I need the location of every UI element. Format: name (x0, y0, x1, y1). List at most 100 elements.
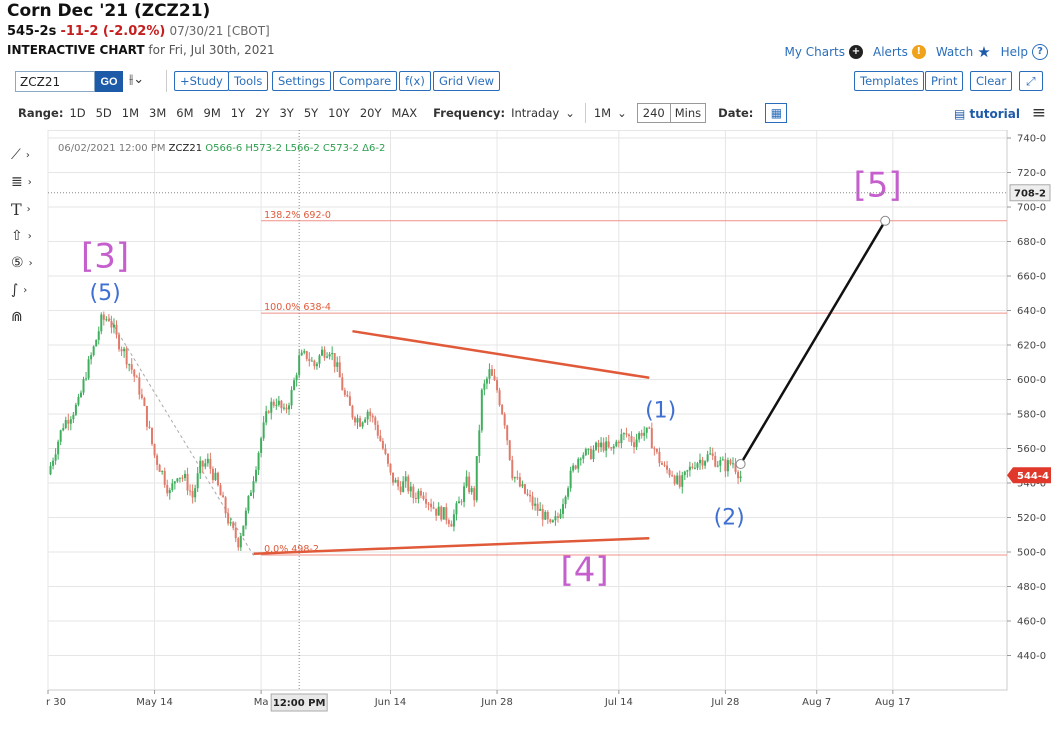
my-charts-link[interactable]: My Charts + (784, 45, 863, 59)
interval-select[interactable]: 1M ⌄ (594, 106, 627, 120)
tutorial-link[interactable]: ▤ tutorial (954, 107, 1020, 121)
chart-settings-icon[interactable]: ⫲⌄ (129, 72, 145, 87)
candle-body (186, 473, 189, 491)
range-option[interactable]: 20Y (359, 106, 382, 120)
expand-icon[interactable]: ⤢ (1019, 71, 1043, 91)
candle-body (285, 407, 288, 410)
candle-body (353, 417, 356, 423)
my-charts-label: My Charts (784, 45, 846, 59)
candle-body (412, 486, 415, 498)
last-price-tag (1007, 467, 1051, 484)
candle-body (371, 415, 374, 418)
range-option[interactable]: MAX (391, 106, 418, 120)
candle-body (201, 460, 204, 467)
study-button[interactable]: +Study (174, 71, 229, 91)
compare-button[interactable]: Compare (333, 71, 398, 91)
range-divider (584, 103, 586, 123)
fib-level-label: 100.0% 638-4 (264, 302, 331, 313)
range-option[interactable]: 5Y (303, 106, 319, 120)
range-option[interactable]: 2Y (255, 106, 270, 120)
candle-body (518, 477, 521, 487)
candle-body (125, 348, 128, 365)
candle-body (267, 411, 270, 413)
y-tick-label: 640-0 (1017, 306, 1046, 317)
hamburger-menu-icon[interactable]: ≡ (1031, 103, 1046, 123)
candle-body (622, 433, 625, 435)
alerts-link[interactable]: Alerts ! (873, 45, 926, 59)
candle-body (224, 497, 227, 514)
text-tool[interactable]: T › (11, 199, 41, 219)
candle-body (488, 369, 491, 379)
chevron-down-icon: ⌄ (617, 106, 627, 120)
wave-label-tool[interactable]: ⑤ › (11, 254, 41, 272)
frequency-select[interactable]: Intraday ⌄ (511, 106, 575, 120)
templates-button[interactable]: Templates (854, 71, 925, 91)
candle-body (95, 339, 98, 347)
chevron-down-icon: ⌄ (565, 106, 575, 120)
candle-body (348, 396, 351, 406)
x-tick-label: Jun 28 (480, 697, 513, 708)
range-option[interactable]: 3M (149, 106, 167, 120)
candle-body (729, 460, 732, 465)
candle-body (194, 488, 197, 498)
candle-body (392, 472, 395, 483)
candle-body (376, 424, 379, 436)
candle-body (229, 522, 232, 524)
print-button[interactable]: Print (925, 71, 964, 91)
help-label: Help (1000, 45, 1028, 59)
candle-body (595, 442, 597, 450)
candle-body (602, 442, 605, 451)
watch-link[interactable]: Watch ★ (936, 43, 991, 61)
top-links: My Charts + Alerts ! Watch ★ Help ? (784, 43, 1048, 61)
line-tool[interactable]: ⟋ › (11, 146, 41, 164)
grid-view-button[interactable]: Grid View (433, 71, 501, 91)
range-option[interactable]: 1Y (230, 106, 246, 120)
candle-body (630, 436, 633, 443)
candle-body (592, 449, 595, 460)
candle-body (74, 404, 77, 415)
candle-body (468, 476, 471, 493)
price-chart[interactable]: 740-0 720-0 700-0 680-0 660-0 640-0 620-0 600-0… (0, 130, 1064, 720)
magnet-tool[interactable]: ⋒ (11, 308, 41, 326)
range-option[interactable]: 1D (69, 106, 86, 120)
minutes-input[interactable]: 240 (636, 103, 671, 123)
range-option[interactable]: 1M (121, 106, 140, 120)
fib-tool[interactable]: ≣ › (11, 173, 41, 191)
plus-circle-icon: + (849, 45, 863, 59)
candle-body (640, 433, 643, 436)
text-tool-icon: T (11, 199, 22, 219)
tools-button[interactable]: Tools (228, 71, 269, 91)
candle-body (282, 407, 285, 409)
candle-body (92, 346, 95, 356)
fx-button[interactable]: f(x) (399, 71, 431, 91)
candle-body (49, 465, 52, 475)
settings-button[interactable]: Settings (272, 71, 332, 91)
help-link[interactable]: Help ? (1001, 44, 1048, 60)
candle-body (214, 472, 217, 480)
candle-body (105, 319, 108, 321)
crosshair-x-box (270, 693, 328, 712)
range-option[interactable]: 6M (176, 106, 194, 120)
range-option[interactable]: 3Y (279, 106, 294, 120)
candle-body (638, 433, 641, 440)
curve-tool[interactable]: ∫ › (11, 281, 41, 299)
range-option[interactable]: 9M (203, 106, 221, 120)
candle-body (366, 411, 369, 420)
go-button[interactable]: GO (95, 71, 123, 92)
crosshair-x-label: 12:00 PM (273, 698, 326, 709)
candle-body (308, 358, 311, 361)
candle-body (478, 430, 481, 457)
clear-button[interactable]: Clear (970, 71, 1013, 91)
range-option[interactable]: 5D (95, 106, 112, 120)
symbol-input[interactable] (15, 71, 95, 92)
y-tick-label: 440-0 (1017, 651, 1046, 662)
candle-body (737, 471, 740, 479)
range-option[interactable]: 10Y (328, 106, 350, 120)
candle-body (721, 459, 724, 461)
candle-body (85, 378, 88, 380)
candle-body (97, 331, 100, 340)
arrow-tool[interactable]: ⇧ › (11, 227, 41, 245)
candle-body (541, 508, 544, 520)
toolbar-divider (166, 70, 167, 92)
calendar-icon[interactable]: ▦ (765, 103, 788, 123)
